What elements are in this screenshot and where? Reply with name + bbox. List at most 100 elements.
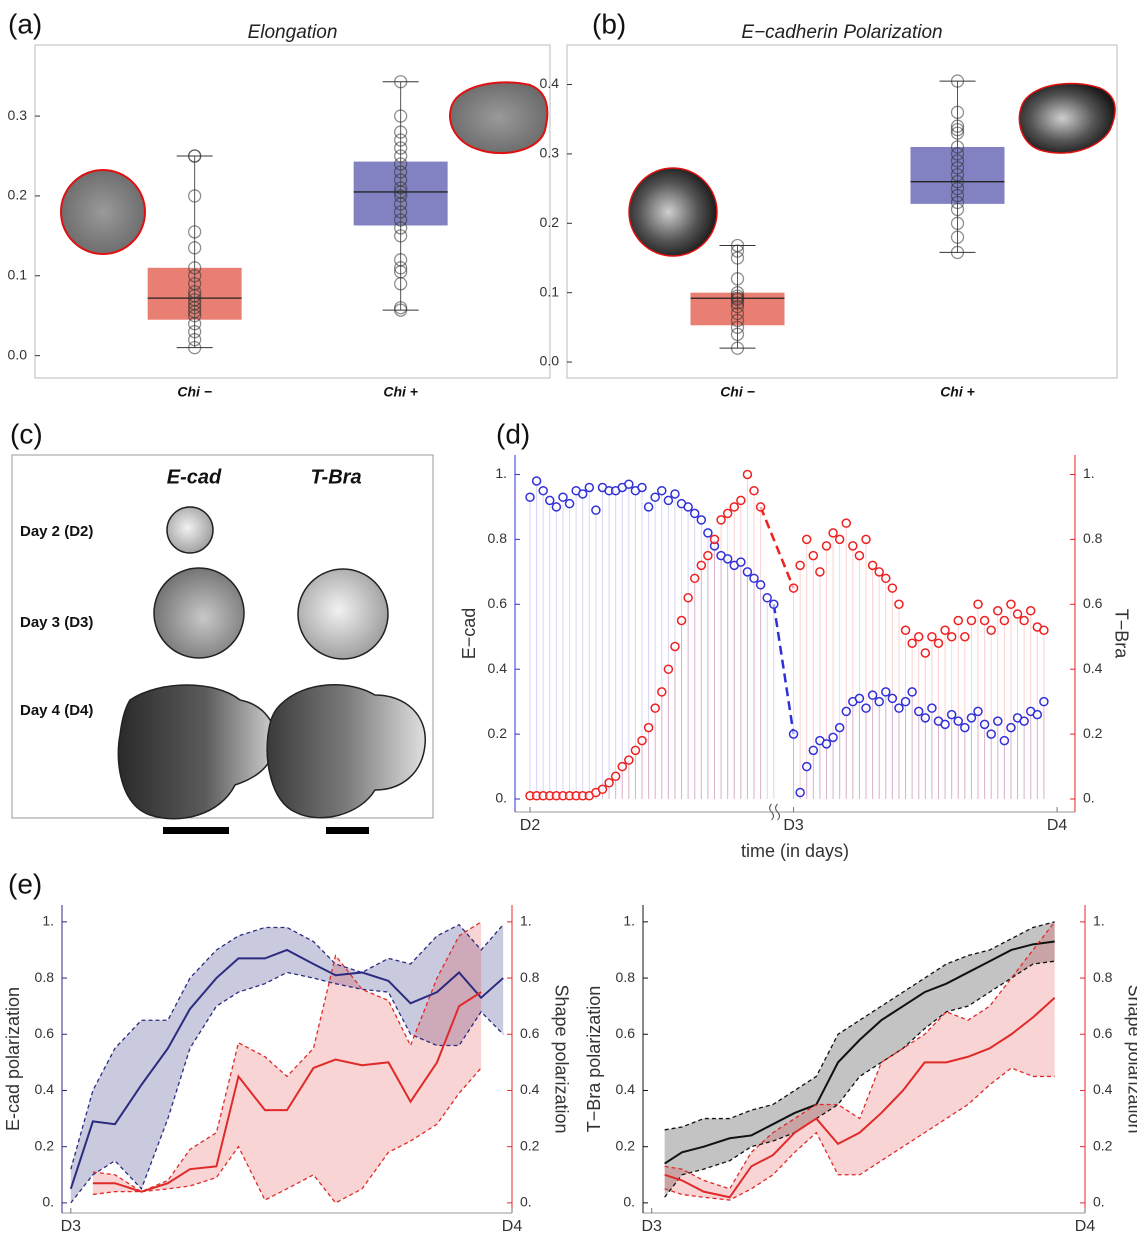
data-point (981, 617, 989, 625)
data-point (829, 529, 837, 537)
figure: (a) (b) (c) (d) (e) E-cad T-Bra Day 2 (D… (0, 0, 1137, 1238)
data-point (704, 552, 712, 560)
y-tick-label: 0.6 (520, 1025, 540, 1041)
category-label: Chi − (720, 384, 755, 400)
y-tick-label: 0.2 (488, 725, 508, 741)
data-point (836, 535, 844, 543)
data-point (664, 496, 672, 504)
data-point (697, 561, 705, 569)
data-point (658, 688, 666, 696)
data-point (941, 626, 949, 634)
data-point (888, 694, 896, 702)
data-point (757, 503, 765, 511)
data-point (895, 704, 903, 712)
data-point (888, 584, 896, 592)
x-tick-label: D4 (1047, 817, 1068, 834)
data-point (987, 626, 995, 634)
data-point (737, 496, 745, 504)
data-point (967, 617, 975, 625)
y-tick-label: 0.2 (8, 187, 28, 203)
data-point (928, 704, 936, 712)
data-point (651, 493, 659, 501)
data-point (737, 558, 745, 566)
y-tick-label: 0. (520, 1194, 532, 1210)
y-tick-label: 0.1 (8, 266, 28, 282)
y-tick-label: 0.2 (1093, 1137, 1113, 1153)
data-point (651, 704, 659, 712)
y-tick-label: 0.3 (540, 145, 560, 161)
data-point (539, 487, 547, 495)
data-point (882, 688, 890, 696)
y-tick-label: 0.6 (488, 595, 508, 611)
data-point (592, 506, 600, 514)
y-tick-label: 0.4 (540, 75, 560, 91)
data-point (908, 639, 916, 647)
y-tick-label: 0. (495, 790, 507, 806)
data-point (862, 704, 870, 712)
y-tick-label: 0.8 (616, 969, 636, 985)
data-point (994, 607, 1002, 615)
y-tick-label: 0.8 (1083, 530, 1103, 546)
data-point (816, 568, 824, 576)
data-point (961, 633, 969, 641)
y-tick-label: 0.2 (520, 1137, 540, 1153)
data-point (954, 717, 962, 725)
data-point (915, 707, 923, 715)
data-point (645, 724, 653, 732)
y-tick-label: 0.8 (35, 969, 55, 985)
data-point (579, 490, 587, 498)
gap-bridge (774, 604, 794, 734)
data-point (921, 649, 929, 657)
panel-label: (c) (10, 418, 43, 449)
y-tick-label: 0. (1093, 1194, 1105, 1210)
data-point (796, 561, 804, 569)
column-header: T-Bra (310, 466, 361, 488)
data-point (809, 746, 817, 754)
data-point (1020, 617, 1028, 625)
category-label: Chi + (940, 384, 975, 400)
y-tick-label: 0.4 (1093, 1081, 1113, 1097)
x-tick-label: D3 (61, 1218, 82, 1235)
row-header: Day 4 (D4) (20, 702, 93, 719)
y-tick-label: 0.4 (616, 1081, 636, 1097)
data-point (882, 574, 890, 582)
data-point (974, 600, 982, 608)
y-tick-label: 1. (495, 465, 507, 481)
data-point (552, 503, 560, 511)
data-point (809, 552, 817, 560)
data-point (954, 617, 962, 625)
y-tick-label: 0.2 (1083, 725, 1103, 741)
y-tick-label: 0.4 (488, 660, 508, 676)
cell-image (450, 82, 547, 153)
data-point (743, 470, 751, 478)
data-point (750, 574, 758, 582)
data-point (730, 503, 738, 511)
data-point (941, 720, 949, 728)
data-point (875, 698, 883, 706)
data-point (875, 568, 883, 576)
y-tick-label: 0.8 (520, 969, 540, 985)
x-tick-label: D3 (641, 1218, 662, 1235)
y-tick-label: 0.6 (1083, 595, 1103, 611)
data-point (533, 477, 541, 485)
data-point (684, 503, 692, 511)
data-point (862, 535, 870, 543)
data-point (1007, 600, 1015, 608)
data-point (796, 789, 804, 797)
gap-bridge (761, 507, 794, 588)
y-tick-label: 0.3 (8, 107, 28, 123)
data-point (981, 720, 989, 728)
data-point (612, 772, 620, 780)
data-point (822, 740, 830, 748)
data-point (1014, 610, 1022, 618)
data-point (836, 724, 844, 732)
y-tick-label: 0.6 (616, 1025, 636, 1041)
data-point (1007, 724, 1015, 732)
data-point (1040, 626, 1048, 634)
y-tick-label: 1. (1083, 465, 1095, 481)
cell-image (61, 170, 145, 254)
x-axis-label: time (in days) (741, 841, 849, 861)
data-point (895, 600, 903, 608)
data-point (842, 707, 850, 715)
data-point (934, 639, 942, 647)
